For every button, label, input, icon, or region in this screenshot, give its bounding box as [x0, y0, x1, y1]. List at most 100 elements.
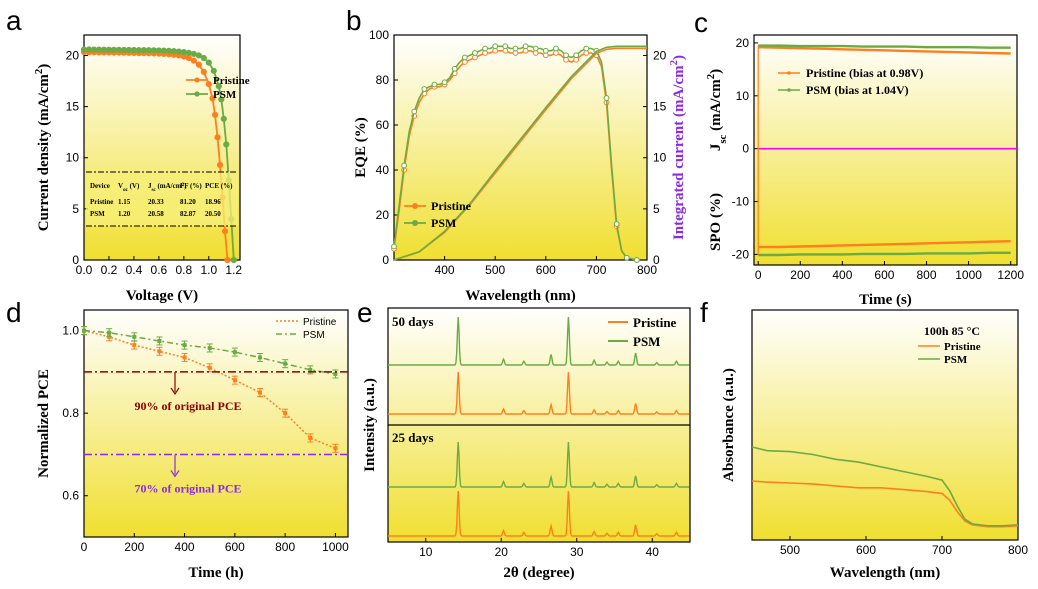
panel-b-integrated-line-psm — [393, 45, 647, 261]
panel-c-legend-marker — [787, 88, 791, 92]
panel-b-legend-label: PSM — [431, 216, 456, 230]
panel-a-table-bg — [86, 172, 238, 226]
panel-a-ylabel: Current density (mA/cm2) — [33, 64, 52, 232]
panel-a-data-point — [185, 49, 192, 56]
panel-a-table-cell: 20.50 — [205, 210, 221, 218]
panel-d-data-point — [333, 446, 338, 451]
panel-d-data-point — [308, 435, 313, 440]
panel-d-bg — [84, 310, 348, 537]
panel-d-data-point — [283, 411, 288, 416]
panel-a-data-point — [224, 256, 231, 264]
panel-d-xlabel: Time (h) — [188, 565, 243, 581]
panel-a-data-point — [150, 47, 157, 54]
panel-letter-c: c — [694, 7, 708, 38]
panel-a-ytick-label: 20 — [66, 48, 80, 62]
panel-a-data-point — [205, 80, 212, 88]
panel-a-ytick-label: 15 — [66, 100, 80, 114]
panel-c-jsc-line — [758, 44, 1011, 49]
panel-a-data-point — [155, 47, 162, 54]
panel-b-data-point — [472, 50, 478, 56]
panel-e-pristine-50d-pattern — [388, 371, 690, 415]
panel-a-legend-label: PSM — [213, 89, 237, 101]
panel-a-table-header: Voc (V) — [118, 182, 140, 193]
panel-f-frame — [751, 309, 1019, 541]
panel-b-right-ytick-label: 20 — [653, 48, 667, 62]
panel-f-annotation: 100h 85 °C — [924, 324, 980, 338]
panel-a-data-point — [135, 47, 143, 54]
panel-e-legend-label: Pristine — [633, 315, 677, 330]
panel-d-data-point — [132, 334, 137, 339]
panel-b-right-ytick-label: 15 — [653, 100, 667, 114]
panel-b-data-point — [401, 162, 408, 169]
panel-b-data-point — [431, 81, 438, 88]
panel-a-data-point — [90, 46, 98, 53]
panel-a-table-cell: PSM — [90, 210, 105, 218]
panel-c-xtick-label: 600 — [874, 268, 894, 282]
panel-b-ytick-label: 20 — [376, 208, 390, 222]
panel-a-ytick-label: 5 — [72, 202, 79, 216]
panel-f-legend-label: Pristine — [944, 341, 981, 353]
panel-a-data-point — [165, 47, 172, 54]
panel-d-xtick-label: 400 — [175, 540, 195, 554]
panel-b-data-point — [421, 86, 428, 92]
panel-f-legend-label: PSM — [944, 354, 968, 366]
panel-b-legend-marker — [412, 220, 418, 226]
panel-d-data-point — [258, 390, 262, 395]
panel-b-data-point — [623, 254, 630, 261]
panel-c-ytick-label: -10 — [732, 195, 750, 209]
panel-d-data-point — [232, 350, 237, 355]
panel-letter-b: b — [346, 5, 362, 36]
panel-d-legend-label: Pristine — [303, 317, 337, 328]
panel-b-ytick-label: 60 — [376, 118, 390, 132]
panel-e-legend-label: PSM — [633, 334, 660, 349]
panel-b-xtick-label: 700 — [586, 263, 606, 277]
panel-e-xtick-label: 30 — [570, 545, 584, 559]
panel-b-xlabel: Wavelength (nm) — [465, 288, 575, 304]
panel-c-xtick-label: 800 — [917, 268, 937, 282]
panel-d-data-point — [82, 328, 86, 333]
panel-d-threshold-label: 90% of original PCE — [135, 399, 242, 413]
panel-a-ytick-label: 0 — [72, 253, 79, 267]
panel-c-legend-marker — [787, 71, 791, 75]
panel-f-series-line-pristine — [751, 480, 1019, 528]
panel-b-data-point — [563, 52, 569, 59]
panel-a-data-point — [120, 46, 128, 54]
panel-d-arrow-head — [170, 470, 180, 478]
panel-a-data-point — [195, 61, 202, 68]
panel-c-legend-label: PSM (bias at 1.04V) — [806, 83, 909, 97]
panel-d-data-point — [182, 355, 187, 360]
panel-d-xtick-label: 600 — [225, 540, 245, 554]
panel-b-xtick-label: 500 — [485, 263, 505, 277]
panel-a-data-point — [220, 115, 227, 122]
panel-a-xtick-label: 0.2 — [101, 263, 118, 277]
panel-d-ytick-label: 1.0 — [62, 324, 79, 338]
panel-d-data-point — [182, 343, 187, 348]
panel-b-data-point — [522, 43, 529, 50]
panel-a-table-cell: 1.15 — [118, 198, 131, 206]
panel-c-xtick-label: 0 — [755, 268, 762, 282]
panel-a-data-point — [200, 68, 207, 75]
panel-a-xtick-label: 1.0 — [200, 263, 217, 277]
panel-c-ytick-label: 0 — [742, 142, 749, 156]
panel-c-xtick-label: 1000 — [955, 268, 982, 282]
panel-a-data-point — [170, 48, 177, 55]
panel-b-data-point — [603, 95, 610, 101]
panel-b-data-point — [512, 45, 519, 52]
panel-a-table-cell: 20.58 — [148, 210, 164, 218]
panel-letter-a: a — [6, 5, 22, 36]
panel-b-xtick-label: 800 — [637, 263, 657, 277]
panel-e-pristine-25d-pattern — [388, 490, 690, 537]
panel-b-ytick-label: 80 — [376, 73, 390, 87]
panel-b-data-point — [441, 79, 448, 86]
panel-a-data-point — [215, 83, 222, 90]
panel-d-data-point — [232, 378, 237, 383]
panel-a-data-point — [95, 46, 103, 53]
panel-a-data-point — [105, 46, 113, 53]
panel-b-bg — [394, 35, 647, 260]
panel-d-xtick-label: 200 — [124, 540, 144, 554]
panel-c-ytick-label: 10 — [736, 89, 750, 103]
panel-a-data-point — [180, 48, 187, 56]
panel-e-subplot-label: 25 days — [392, 430, 434, 445]
panel-b-right-ytick-label: 0 — [653, 253, 660, 267]
panel-c-xtick-label: 400 — [832, 268, 852, 282]
